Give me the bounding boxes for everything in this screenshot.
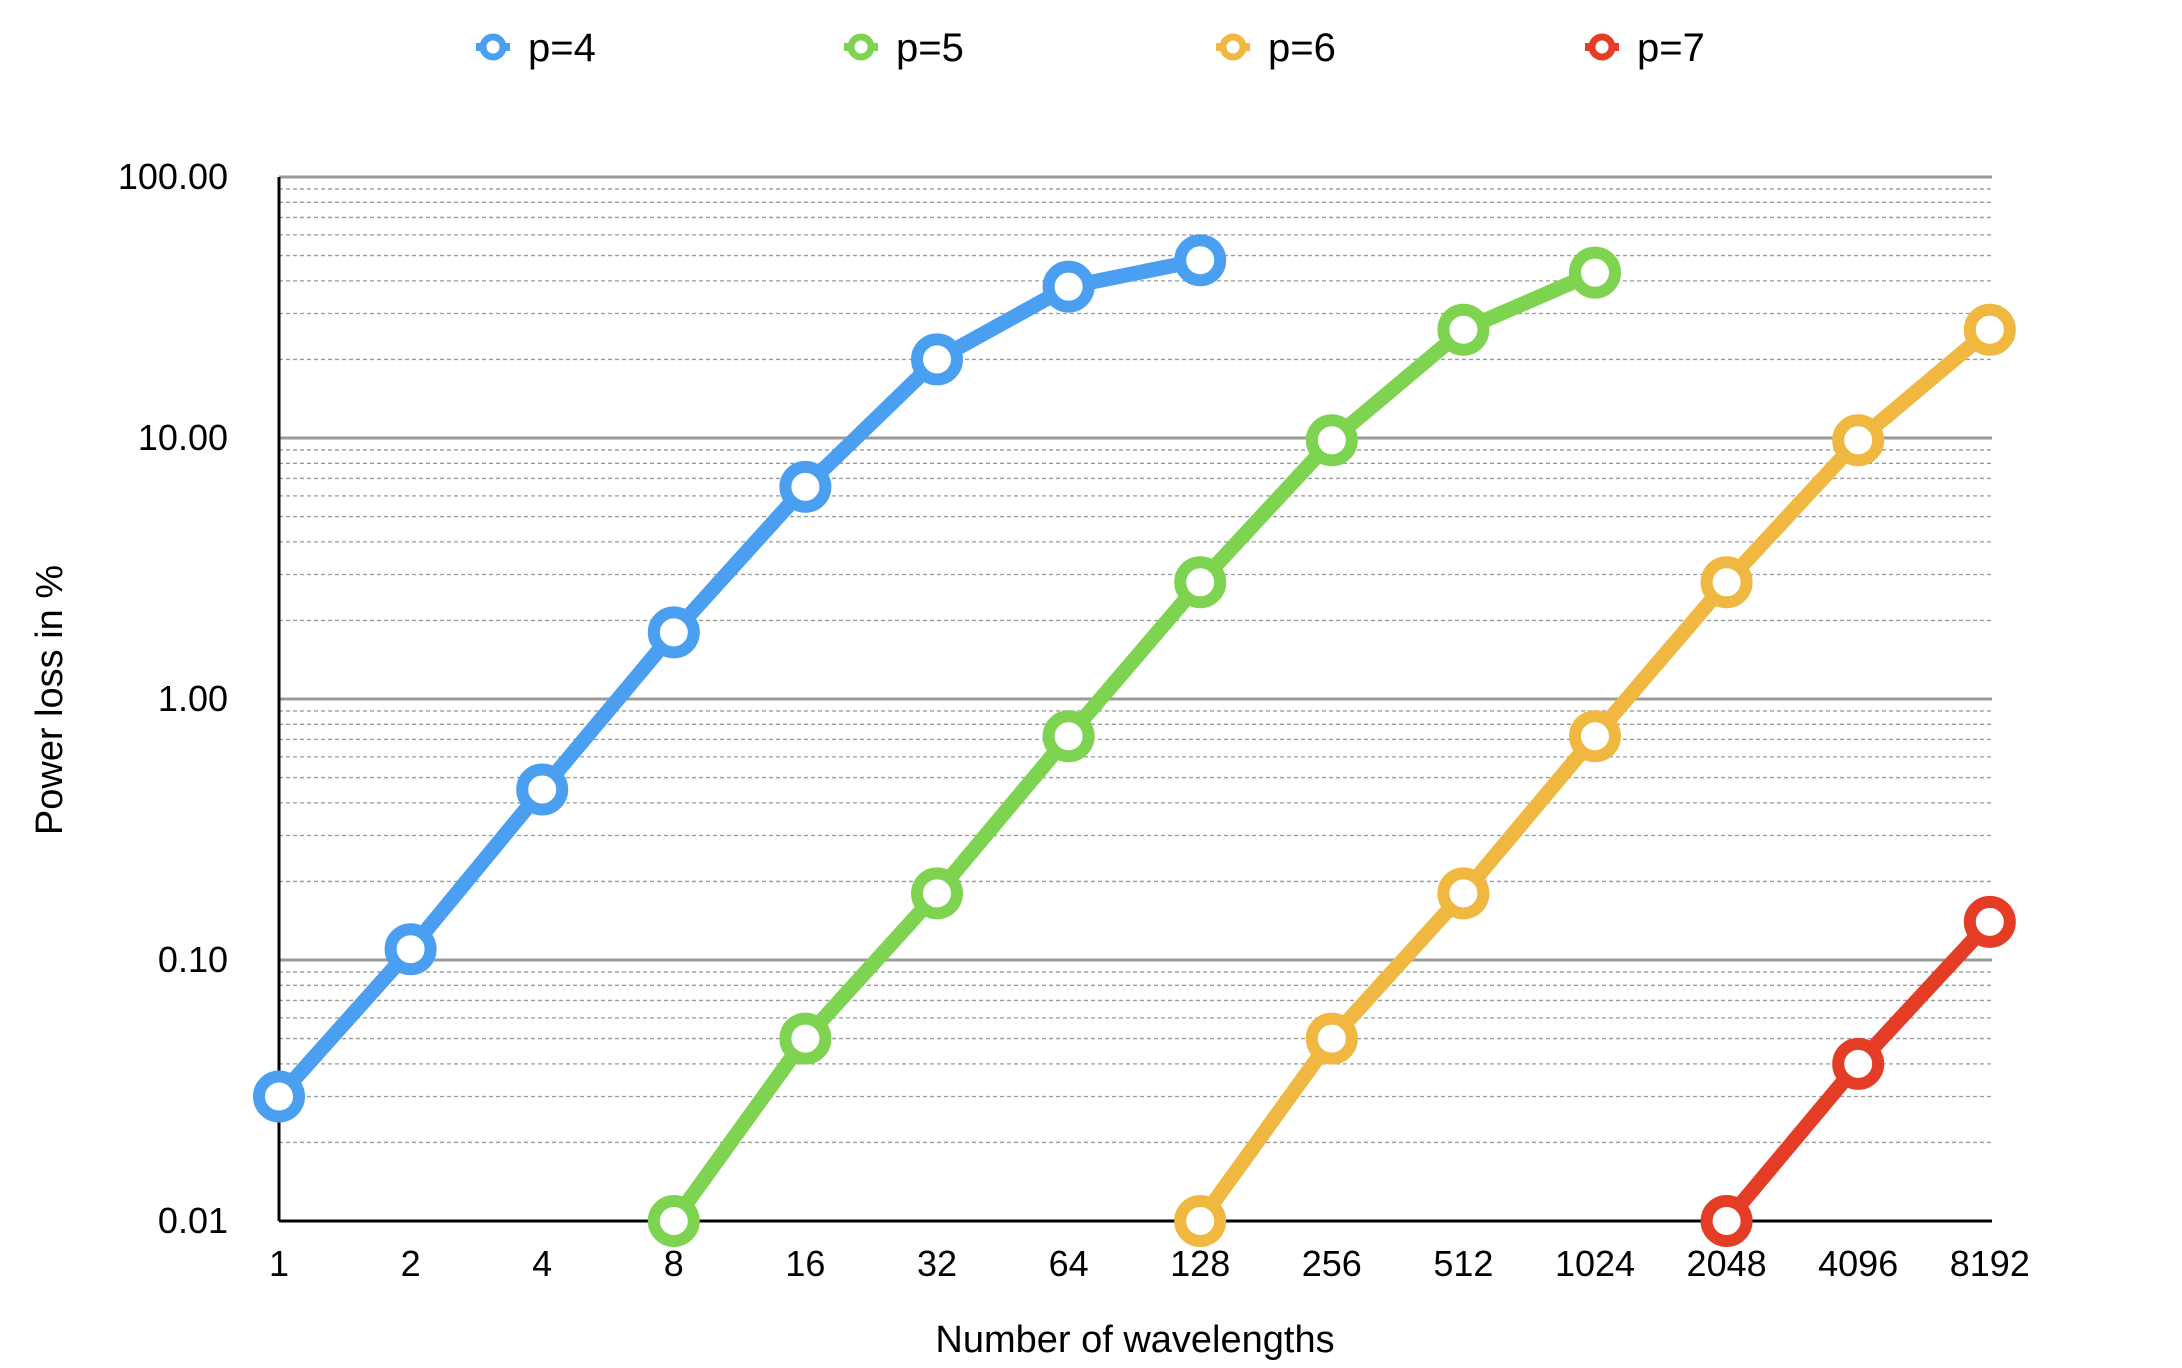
y-tick-label: 100.00 bbox=[118, 156, 228, 197]
legend-marker bbox=[847, 33, 875, 61]
x-tick-label: 32 bbox=[917, 1243, 957, 1284]
data-point bbox=[911, 333, 963, 386]
data-point bbox=[1437, 303, 1490, 356]
data-point bbox=[647, 1195, 700, 1247]
x-tick-label: 4096 bbox=[1818, 1243, 1898, 1284]
legend-item: p=7 bbox=[1585, 26, 1705, 70]
data-point bbox=[1963, 895, 2016, 948]
legend-label: p=5 bbox=[896, 26, 964, 70]
y-tick-label: 0.01 bbox=[158, 1200, 228, 1241]
x-tick-label: 2 bbox=[401, 1243, 421, 1284]
y-tick-labels: 0.01 0.10 1.00 10.00 100.00 bbox=[118, 156, 228, 1241]
data-point bbox=[1305, 414, 1358, 467]
data-point bbox=[1700, 1195, 1753, 1247]
data-point bbox=[516, 763, 569, 816]
series-line bbox=[666, 265, 1603, 1229]
data-point bbox=[1700, 556, 1753, 609]
series-p=7 bbox=[1700, 895, 2016, 1247]
x-tick-label: 512 bbox=[1433, 1243, 1493, 1284]
legend-label: p=7 bbox=[1637, 26, 1705, 70]
legend-item: p=5 bbox=[844, 26, 964, 70]
x-tick-label: 8192 bbox=[1950, 1243, 2030, 1284]
legend-marker bbox=[1588, 33, 1616, 61]
series-p=5 bbox=[647, 246, 1621, 1247]
data-point bbox=[1437, 867, 1490, 920]
legend-item: p=4 bbox=[476, 26, 596, 70]
data-point bbox=[1305, 1012, 1358, 1065]
y-axis-title: Power loss in % bbox=[29, 565, 71, 835]
legend-marker bbox=[1219, 33, 1247, 61]
x-tick-label: 128 bbox=[1170, 1243, 1230, 1284]
x-tick-label: 1 bbox=[269, 1243, 289, 1284]
x-tick-label: 1024 bbox=[1555, 1243, 1635, 1284]
legend-item: p=6 bbox=[1216, 26, 1336, 70]
data-point bbox=[253, 1070, 305, 1123]
x-tick-labels: 1 2 4 8 16 32 64 128 256 512 1024 2048 4096 8192 bbox=[269, 1243, 2030, 1284]
data-point bbox=[1569, 246, 1621, 299]
x-axis-title: Number of wavelengths bbox=[935, 1319, 1334, 1361]
grid-lines bbox=[279, 175, 1992, 1144]
y-tick-label: 0.10 bbox=[158, 939, 228, 980]
series-p=4 bbox=[253, 234, 1227, 1123]
data-point bbox=[779, 1012, 832, 1065]
data-point bbox=[1832, 414, 1885, 467]
x-tick-label: 256 bbox=[1302, 1243, 1362, 1284]
data-point bbox=[1832, 1037, 1885, 1090]
x-tick-label: 4 bbox=[532, 1243, 552, 1284]
data-point bbox=[911, 867, 963, 920]
legend-label: p=4 bbox=[528, 26, 596, 70]
y-tick-label: 1.00 bbox=[158, 678, 228, 719]
legend: p=4 p=5 p=6 p=7 bbox=[476, 26, 1705, 70]
data-point bbox=[1174, 556, 1227, 609]
y-tick-label: 10.00 bbox=[138, 417, 228, 458]
data-point bbox=[647, 606, 700, 659]
series-p=6 bbox=[1174, 303, 2016, 1247]
data-point bbox=[1963, 303, 2016, 356]
data-point bbox=[1042, 710, 1095, 763]
data-point bbox=[1569, 710, 1621, 763]
series-lines bbox=[253, 234, 2016, 1247]
x-tick-label: 2048 bbox=[1687, 1243, 1767, 1284]
x-tick-label: 64 bbox=[1049, 1243, 1089, 1284]
legend-marker bbox=[479, 33, 507, 61]
data-point bbox=[1174, 1195, 1227, 1247]
data-point bbox=[1174, 234, 1227, 287]
x-tick-label: 16 bbox=[785, 1243, 825, 1284]
x-tick-label: 8 bbox=[664, 1243, 684, 1284]
legend-label: p=6 bbox=[1268, 26, 1336, 70]
data-point bbox=[384, 923, 437, 976]
data-point bbox=[779, 460, 832, 513]
data-point bbox=[1042, 260, 1095, 313]
